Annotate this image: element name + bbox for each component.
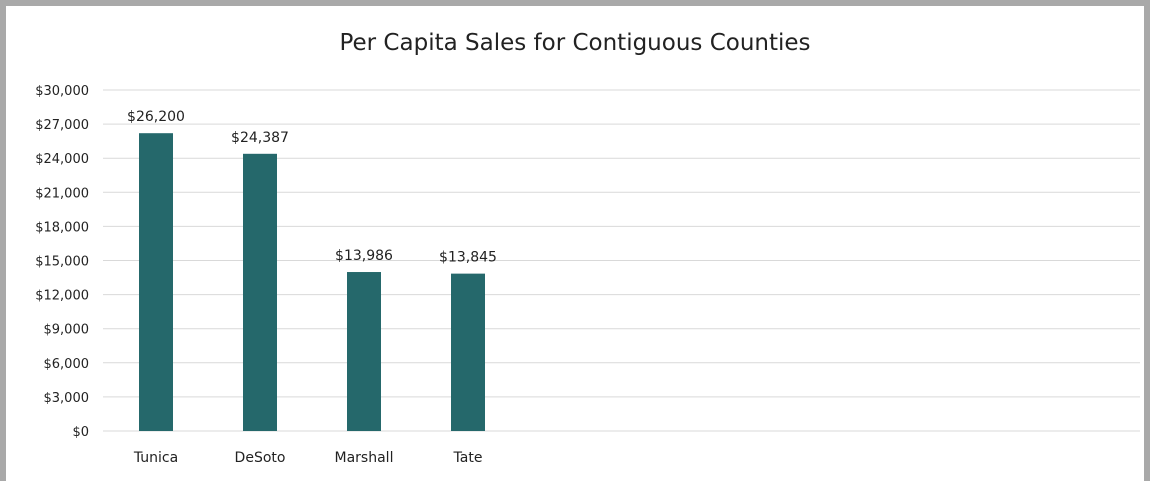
chart-title: Per Capita Sales for Contiguous Counties [339,30,811,56]
data-label: $26,200 [127,109,185,125]
bar-tate [451,273,485,431]
bar-marshall [347,272,381,431]
data-label: $13,986 [335,248,393,264]
x-axis-ticks: Tunica DeSoto Marshall Tate [133,450,483,466]
data-label: $24,387 [231,130,289,146]
y-tick-label: $3,000 [44,391,90,406]
x-tick-label: Tunica [133,450,178,466]
data-label: $13,845 [439,250,497,266]
y-tick-label: $6,000 [44,357,90,372]
y-tick-label: $18,000 [35,220,89,235]
y-tick-label: $21,000 [35,186,89,201]
y-tick-label: $30,000 [35,84,89,99]
y-tick-label: $12,000 [35,289,89,304]
data-labels: $26,200 $24,387 $13,986 $13,845 [127,109,497,265]
y-tick-label: $24,000 [35,152,89,167]
x-tick-label: Tate [453,450,483,466]
x-tick-label: Marshall [335,450,394,466]
bars [139,133,485,432]
y-tick-label: $9,000 [44,323,90,338]
y-tick-label: $0 [72,425,89,440]
y-axis-ticks: $0 $3,000 $6,000 $9,000 $12,000 $15,000 $18,00… [35,84,89,440]
bar-tunica [139,133,173,431]
y-tick-label: $15,000 [35,255,89,270]
x-tick-label: DeSoto [235,450,286,466]
y-tick-label: $27,000 [35,118,89,133]
bar-desoto [243,153,277,432]
